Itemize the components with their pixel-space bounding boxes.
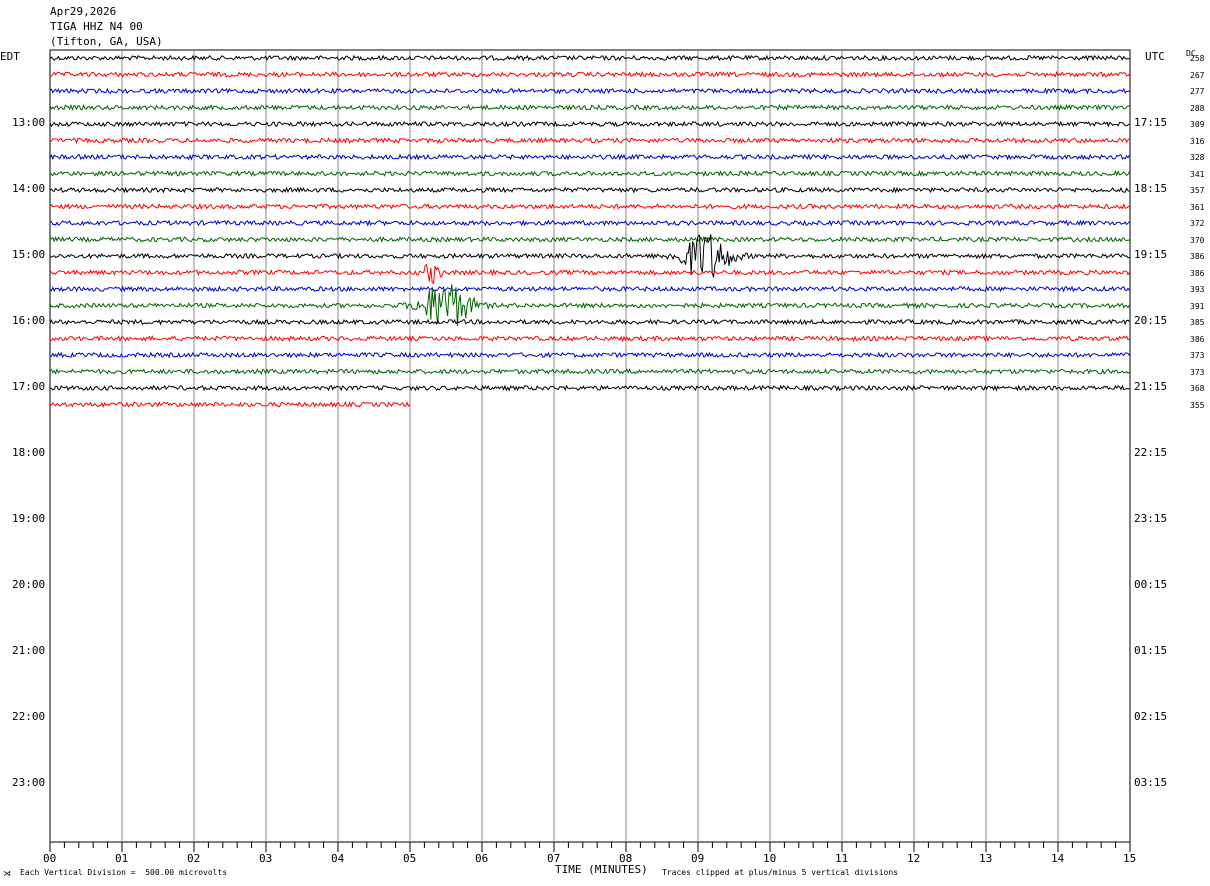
dc-value: 357: [1190, 186, 1205, 195]
hour-label-left: 13:00: [12, 116, 46, 129]
x-tick-label: 10: [763, 852, 777, 865]
x-tick-label: 12: [907, 852, 921, 865]
trace-line: [49, 234, 1130, 278]
dc-value: 393: [1190, 285, 1205, 294]
trace-line: [49, 87, 1130, 95]
dc-value: 277: [1190, 87, 1205, 96]
trace-line: [49, 263, 1130, 285]
trace-line: [49, 120, 1130, 128]
hour-label-right: 00:15: [1134, 578, 1168, 591]
hour-label-left: 19:00: [12, 512, 46, 525]
footer-mark: ⋊: [3, 869, 11, 878]
hour-label-right: 21:15: [1134, 380, 1168, 393]
x-tick-label: 04: [331, 852, 345, 865]
header-station: TIGA HHZ N4 00: [50, 20, 143, 33]
header-location: (Tifton, GA, USA): [50, 35, 163, 48]
x-tick-label: 02: [187, 852, 201, 865]
hour-label-left: 23:00: [12, 776, 46, 789]
hour-label-left: 17:00: [12, 380, 46, 393]
right-timezone-label: UTC: [1145, 50, 1165, 63]
hour-label-right: 03:15: [1134, 776, 1168, 789]
dc-value: 372: [1190, 219, 1205, 228]
header-date: Apr29,2026: [50, 5, 117, 18]
dc-value: 373: [1190, 351, 1205, 360]
dc-value: 341: [1190, 169, 1205, 179]
footer-clip-note: Traces clipped at plus/minus 5 vertical …: [662, 868, 899, 877]
dc-value: 370: [1190, 235, 1205, 245]
trace-line: [49, 186, 1130, 194]
hour-label-left: 15:00: [12, 248, 46, 261]
trace-line: [50, 400, 411, 408]
dc-value: 386: [1190, 334, 1205, 344]
x-tick-label: 03: [259, 852, 273, 865]
dc-value: 361: [1190, 202, 1205, 212]
hour-label-right: 20:15: [1134, 314, 1168, 327]
trace-line: [49, 285, 1130, 293]
hour-label-right: 19:15: [1134, 248, 1168, 261]
x-tick-label: 08: [619, 852, 633, 865]
trace-line: [49, 284, 1130, 327]
plot-frame: [49, 49, 1131, 843]
x-tick-label: 07: [547, 852, 561, 865]
x-tick-label: 05: [403, 852, 417, 865]
trace-line: [49, 318, 1130, 326]
hour-label-left: 21:00: [12, 644, 46, 657]
trace-line: [49, 235, 1130, 243]
hour-label-right: 17:15: [1134, 116, 1168, 129]
dc-value: 309: [1190, 120, 1205, 129]
trace-line: [50, 136, 1130, 145]
x-tick-label: 14: [1051, 852, 1065, 865]
trace-line: [49, 202, 1130, 210]
dc-value: 373: [1190, 367, 1205, 377]
trace-line: [49, 351, 1130, 359]
hour-label-right: 22:15: [1134, 446, 1168, 459]
dc-value: 258: [1190, 54, 1205, 63]
x-tick-label: 01: [115, 852, 129, 865]
trace-line: [49, 169, 1130, 177]
hour-label-left: 22:00: [12, 710, 46, 723]
footer-scale: Each Vertical Division = 500.00 microvol…: [20, 868, 228, 877]
dc-value: 316: [1190, 136, 1205, 146]
hour-label-right: 02:15: [1134, 710, 1168, 723]
hour-label-right: 23:15: [1134, 512, 1168, 525]
x-tick-label: 06: [475, 852, 489, 865]
dc-value: 386: [1190, 252, 1205, 261]
x-tick-label: 00: [43, 852, 57, 865]
trace-line: [49, 153, 1130, 161]
x-tick-label: 15: [1123, 852, 1137, 865]
left-timezone-label: EDT: [0, 50, 20, 63]
x-axis-label: TIME (MINUTES): [555, 863, 648, 876]
hour-label-left: 18:00: [12, 446, 46, 459]
dc-value: 385: [1190, 318, 1205, 327]
dc-value: 328: [1190, 153, 1205, 162]
trace-line: [49, 334, 1130, 343]
trace-line: [49, 384, 1130, 392]
dc-value: 355: [1190, 400, 1205, 410]
trace-line: [49, 103, 1130, 112]
x-tick-label: 09: [691, 852, 705, 865]
dc-value: 386: [1190, 268, 1205, 278]
trace-line: [49, 54, 1130, 62]
dc-value: 391: [1190, 301, 1205, 311]
trace-line: [49, 368, 1130, 375]
trace-line: [49, 219, 1130, 227]
dc-value: 368: [1190, 384, 1205, 393]
x-tick-label: 13: [979, 852, 993, 865]
dc-value: 288: [1190, 103, 1205, 113]
hour-label-left: 16:00: [12, 314, 46, 327]
hour-label-right: 01:15: [1134, 644, 1168, 657]
dc-header: DC: [1186, 49, 1196, 58]
hour-label-right: 18:15: [1134, 182, 1168, 195]
dc-value: 267: [1190, 70, 1205, 80]
trace-line: [49, 70, 1130, 79]
hour-label-left: 20:00: [12, 578, 46, 591]
x-tick-label: 11: [835, 852, 849, 865]
hour-label-left: 14:00: [12, 182, 46, 195]
